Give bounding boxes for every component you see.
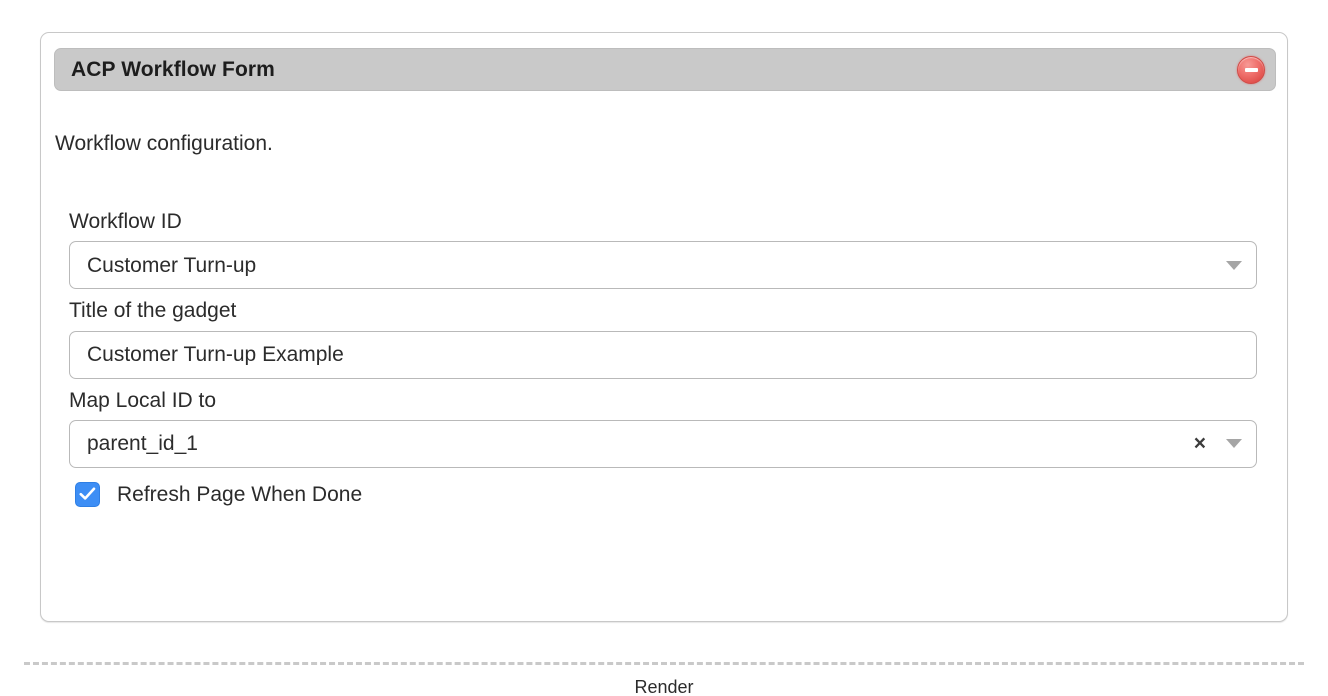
- workflow-id-value: Customer Turn-up: [87, 254, 257, 276]
- gadget-body: Workflow configuration. Workflow ID Cust…: [41, 105, 1287, 621]
- gadget-panel: ACP Workflow Form Workflow configuration…: [40, 32, 1288, 622]
- refresh-page-checkbox[interactable]: [75, 481, 100, 507]
- field-label-workflow-id: Workflow ID: [69, 210, 182, 233]
- map-local-id-value: parent_id_1: [87, 433, 198, 455]
- workflow-id-select[interactable]: Customer Turn-up: [69, 241, 1257, 290]
- refresh-page-checkbox-row[interactable]: Refresh Page When Done: [69, 481, 1263, 507]
- workflow-form: Workflow ID Customer Turn-up Title of th…: [69, 209, 1263, 507]
- section-divider: [24, 662, 1304, 665]
- map-local-id-select[interactable]: parent_id_1 ×: [69, 419, 1257, 468]
- field-map-local-id: Map Local ID to parent_id_1 ×: [69, 388, 1263, 468]
- minus-bar: [1244, 67, 1258, 72]
- chevron-down-icon[interactable]: [1226, 260, 1242, 270]
- field-gadget-title: Title of the gadget Customer Turn-up Exa…: [69, 298, 1263, 379]
- field-label-map-local-id: Map Local ID to: [69, 388, 217, 412]
- refresh-page-checkbox-label[interactable]: Refresh Page When Done: [117, 482, 363, 506]
- field-workflow-id: Workflow ID Customer Turn-up: [69, 209, 1263, 290]
- clear-icon[interactable]: ×: [1193, 432, 1206, 456]
- footer-label: Render: [634, 678, 694, 696]
- gadget-title-input[interactable]: Customer Turn-up Example: [69, 330, 1257, 379]
- gadget-description: Workflow configuration.: [55, 132, 273, 155]
- check-icon: [79, 487, 96, 500]
- page-title: ACP Workflow Form: [71, 58, 275, 81]
- field-label-gadget-title: Title of the gadget: [69, 299, 237, 323]
- minus-circle-icon[interactable]: [1237, 55, 1265, 84]
- gadget-title-value: Customer Turn-up Example: [87, 344, 344, 365]
- gadget-header: ACP Workflow Form: [54, 48, 1276, 91]
- chevron-down-icon[interactable]: [1226, 439, 1242, 449]
